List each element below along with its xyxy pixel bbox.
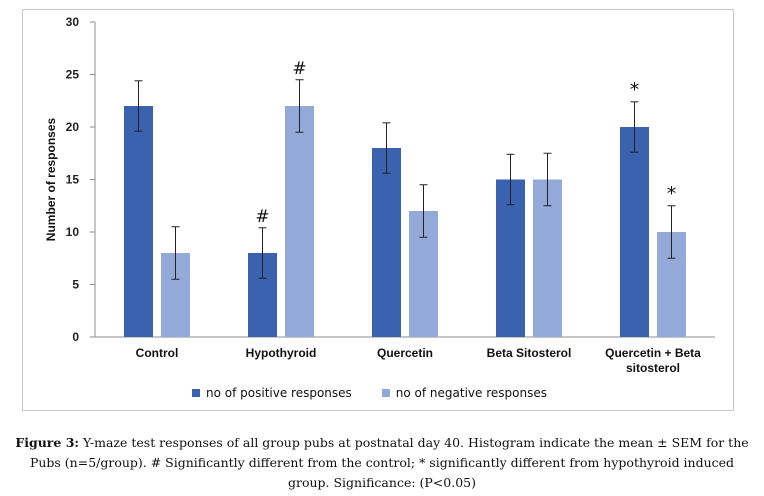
category-label: Control [136, 346, 179, 360]
legend-label-positive: no of positive responses [206, 386, 352, 400]
y-tick-label: 10 [66, 225, 80, 239]
caption-label: Figure 3: [15, 435, 80, 450]
legend-item-negative: no of negative responses [381, 386, 547, 400]
legend-swatch-positive [192, 389, 200, 397]
legend-label-negative: no of negative responses [395, 386, 547, 400]
y-tick-label: 15 [66, 173, 80, 187]
legend: no of positive responses no of negative … [192, 384, 577, 402]
y-tick-label: 0 [72, 330, 79, 344]
legend-swatch-negative [381, 389, 390, 397]
category-label: Hypothyroid [246, 346, 317, 360]
category-label: sitosterol [626, 361, 680, 375]
y-tick-label: 5 [72, 278, 79, 292]
y-tick-label: 30 [66, 15, 80, 29]
caption-text: Y-maze test responses of all group pubs … [29, 435, 749, 490]
significance-marker: # [255, 207, 269, 227]
chart-frame [22, 9, 734, 411]
legend-item-positive: no of positive responses [192, 386, 352, 400]
bar-negative [285, 106, 314, 337]
bar-positive [620, 127, 649, 337]
bar-chart: 0 5 10 15 20 25 30 Number of responses Control # #… [44, 15, 715, 375]
significance-marker: * [667, 183, 677, 205]
significance-marker: * [630, 79, 640, 101]
y-tick-label: 20 [66, 120, 80, 134]
y-axis-title: Number of responses [44, 117, 58, 241]
category-label: Quercetin + Beta [605, 346, 701, 360]
significance-marker: # [292, 59, 306, 79]
bar-positive [372, 148, 401, 337]
category-label: Beta Sitosterol [487, 346, 572, 360]
bar-positive [496, 179, 525, 337]
figure-caption: Figure 3: Y-maze test responses of all g… [10, 433, 754, 493]
bar-positive [124, 106, 153, 337]
y-tick-label: 25 [66, 68, 80, 82]
category-label: Quercetin [377, 346, 433, 360]
